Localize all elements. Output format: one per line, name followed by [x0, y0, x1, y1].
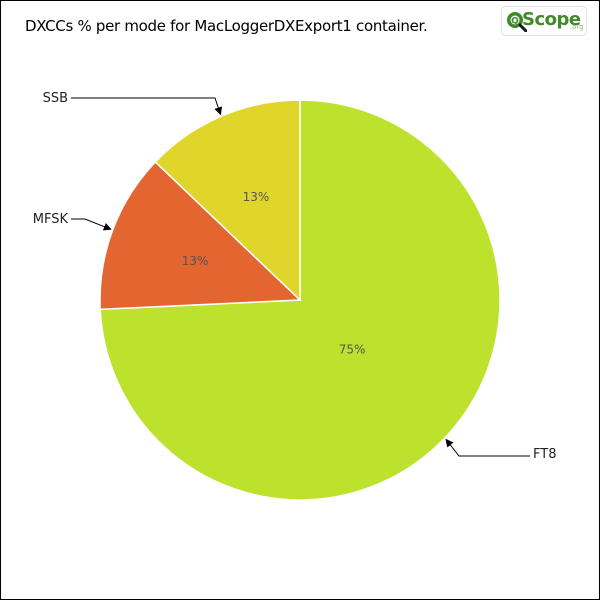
- slice-label-ssb: SSB: [43, 91, 68, 106]
- pie-slice-ssb: [154, 99, 301, 302]
- svg-text:Q: Q: [511, 17, 519, 27]
- slice-label-mfsk: MFSK: [33, 212, 69, 227]
- logo-wordmark: Scope: [522, 9, 581, 30]
- leader-line-mfsk: [71, 218, 112, 231]
- qscope-logo: Q Scope .org: [501, 6, 587, 36]
- logo-suffix: .org: [570, 23, 584, 31]
- slice-percent-mfsk: 13%: [182, 254, 209, 268]
- slice-percent-ssb: 13%: [243, 190, 270, 204]
- slice-percent-ft8: 75%: [339, 343, 366, 357]
- chart-title: DXCCs % per mode for MacLoggerDXExport1 …: [25, 17, 428, 35]
- leader-line-ssb: [71, 97, 223, 116]
- slice-label-ft8: FT8: [533, 447, 556, 462]
- pie-slice-mfsk: [99, 160, 302, 311]
- leader-line-ft8: [445, 438, 530, 457]
- magnifier-q-icon: Q: [507, 12, 527, 32]
